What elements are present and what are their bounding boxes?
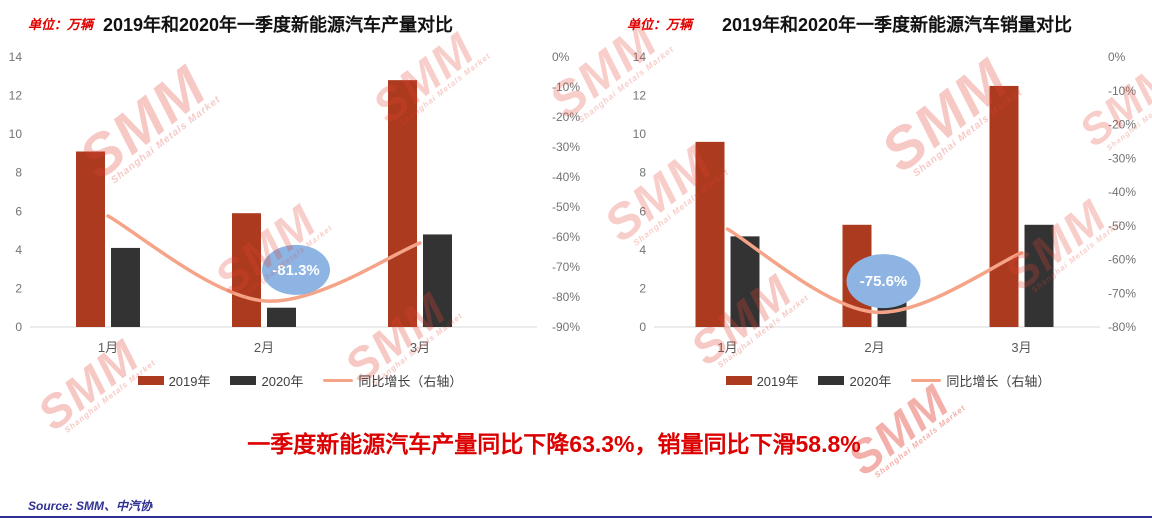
svg-text:10: 10 bbox=[633, 127, 647, 141]
x-axis-labels: 1月 2月 3月 bbox=[717, 340, 1031, 355]
y-axis-right: 0% -10% -20% -30% -40% -50% -60% -70% -80% -90% bbox=[552, 50, 580, 334]
svg-text:-90%: -90% bbox=[552, 320, 580, 334]
svg-text:4: 4 bbox=[15, 243, 22, 257]
svg-text:-40%: -40% bbox=[552, 170, 580, 184]
svg-text:-10%: -10% bbox=[1108, 84, 1136, 98]
svg-text:12: 12 bbox=[9, 89, 23, 103]
legend-label-yoy: 同比增长（右轴） bbox=[358, 374, 463, 389]
y-axis-left: 14 12 10 8 6 4 2 0 bbox=[9, 50, 23, 334]
svg-text:-60%: -60% bbox=[1108, 253, 1136, 267]
svg-text:2月: 2月 bbox=[864, 340, 884, 355]
svg-text:8: 8 bbox=[15, 166, 22, 180]
svg-text:0: 0 bbox=[15, 320, 22, 334]
unit-label: 单位：万辆 bbox=[28, 17, 94, 32]
svg-text:-30%: -30% bbox=[1108, 151, 1136, 165]
chart-legend: 2019年 2020年 同比增长（右轴） bbox=[576, 371, 1152, 390]
unit-label: 单位：万辆 bbox=[627, 17, 693, 32]
svg-text:6: 6 bbox=[639, 204, 646, 218]
svg-text:-20%: -20% bbox=[552, 110, 580, 124]
legend-label-2019: 2019年 bbox=[756, 374, 799, 389]
svg-text:14: 14 bbox=[9, 50, 23, 64]
svg-text:2月: 2月 bbox=[254, 340, 274, 355]
legend-label-yoy: 同比增长（右轴） bbox=[946, 374, 1051, 389]
callout: -81.3% bbox=[262, 244, 330, 295]
chart-title: 2019年和2020年一季度新能源汽车产量对比 bbox=[102, 15, 454, 35]
bars-2019年 bbox=[695, 85, 1019, 327]
svg-text:0%: 0% bbox=[1108, 50, 1126, 64]
svg-text:1月: 1月 bbox=[717, 340, 737, 355]
bars-2019年 bbox=[76, 80, 417, 328]
legend-swatch-2020 bbox=[818, 376, 845, 385]
yoy-line bbox=[106, 214, 422, 303]
chart-title: 2019年和2020年一季度新能源汽车销量对比 bbox=[721, 15, 1073, 35]
svg-text:2: 2 bbox=[15, 281, 22, 295]
legend-item-2020: 2020年 bbox=[230, 371, 303, 390]
svg-text:4: 4 bbox=[639, 243, 646, 257]
legend-swatch-2020 bbox=[230, 376, 257, 385]
callout: -75.6% bbox=[846, 254, 921, 309]
svg-text:-75.6%: -75.6% bbox=[860, 273, 908, 290]
svg-text:1月: 1月 bbox=[98, 340, 118, 355]
legend-item-2019: 2019年 bbox=[725, 371, 799, 390]
svg-text:-20%: -20% bbox=[1108, 118, 1136, 132]
x-axis-labels: 1月 2月 3月 bbox=[98, 340, 430, 355]
production-chart: 单位：万辆 2019年和2020年一季度新能源汽车产量对比 14 12 10 8 6 4 2… bbox=[0, 0, 581, 400]
svg-text:-30%: -30% bbox=[552, 140, 580, 154]
svg-text:3月: 3月 bbox=[410, 340, 430, 355]
legend-swatch-2019 bbox=[137, 376, 164, 385]
legend-item-2019: 2019年 bbox=[137, 371, 211, 390]
svg-text:-80%: -80% bbox=[552, 290, 580, 304]
legend-item-yoy: 同比增长（右轴） bbox=[911, 371, 1050, 390]
svg-text:-70%: -70% bbox=[552, 260, 580, 274]
legend-item-yoy: 同比增长（右轴） bbox=[323, 371, 462, 390]
production-plot-area: 14 12 10 8 6 4 2 0 0% -10% -20% -30% -40% -50% -60% -70… bbox=[9, 50, 581, 355]
y-axis-right: 0% -10% -20% -30% -40% -50% -60% -70% -80% bbox=[1108, 50, 1136, 334]
legend-label-2020: 2020年 bbox=[849, 374, 892, 389]
legend-swatch-yoy-line bbox=[911, 379, 942, 382]
source-note: Source: SMM、中汽协 bbox=[28, 499, 153, 513]
svg-text:-40%: -40% bbox=[1108, 185, 1136, 199]
svg-text:12: 12 bbox=[633, 89, 647, 103]
svg-text:-10%: -10% bbox=[552, 80, 580, 94]
sales-chart: 单位：万辆 2019年和2020年一季度新能源汽车销量对比 14 12 10 8 6 4 2… bbox=[576, 0, 1152, 400]
svg-text:8: 8 bbox=[639, 166, 646, 180]
svg-text:-70%: -70% bbox=[1108, 286, 1136, 300]
legend-swatch-yoy-line bbox=[323, 379, 354, 382]
legend-label-2019: 2019年 bbox=[168, 374, 211, 389]
legend-label-2020: 2020年 bbox=[261, 374, 304, 389]
svg-text:-50%: -50% bbox=[552, 200, 580, 214]
yoy-line bbox=[725, 227, 1024, 314]
legend-item-2020: 2020年 bbox=[818, 371, 891, 390]
y-axis-left: 14 12 10 8 6 4 2 0 bbox=[633, 50, 647, 334]
bars-2020年 bbox=[730, 224, 1054, 327]
svg-text:-81.3%: -81.3% bbox=[272, 262, 320, 279]
svg-text:-60%: -60% bbox=[552, 230, 580, 244]
svg-text:-50%: -50% bbox=[1108, 219, 1136, 233]
svg-text:3月: 3月 bbox=[1011, 340, 1031, 355]
svg-text:2: 2 bbox=[639, 281, 646, 295]
bars-2020年 bbox=[111, 234, 452, 327]
svg-text:6: 6 bbox=[15, 204, 22, 218]
svg-text:0%: 0% bbox=[552, 50, 570, 64]
sales-plot-area: 14 12 10 8 6 4 2 0 0% -10% -20% -30% -40% -50% -60% -70… bbox=[633, 50, 1137, 355]
svg-text:0: 0 bbox=[639, 320, 646, 334]
legend-swatch-2019 bbox=[725, 376, 752, 385]
chart-legend: 2019年 2020年 同比增长（右轴） bbox=[0, 371, 588, 390]
summary-annotation: 一季度新能源汽车产量同比下降63.3%，销量同比下滑58.8% bbox=[247, 431, 861, 457]
svg-text:-80%: -80% bbox=[1108, 320, 1136, 334]
svg-text:10: 10 bbox=[9, 127, 23, 141]
svg-text:14: 14 bbox=[633, 50, 647, 64]
bottom-divider bbox=[0, 516, 1152, 518]
